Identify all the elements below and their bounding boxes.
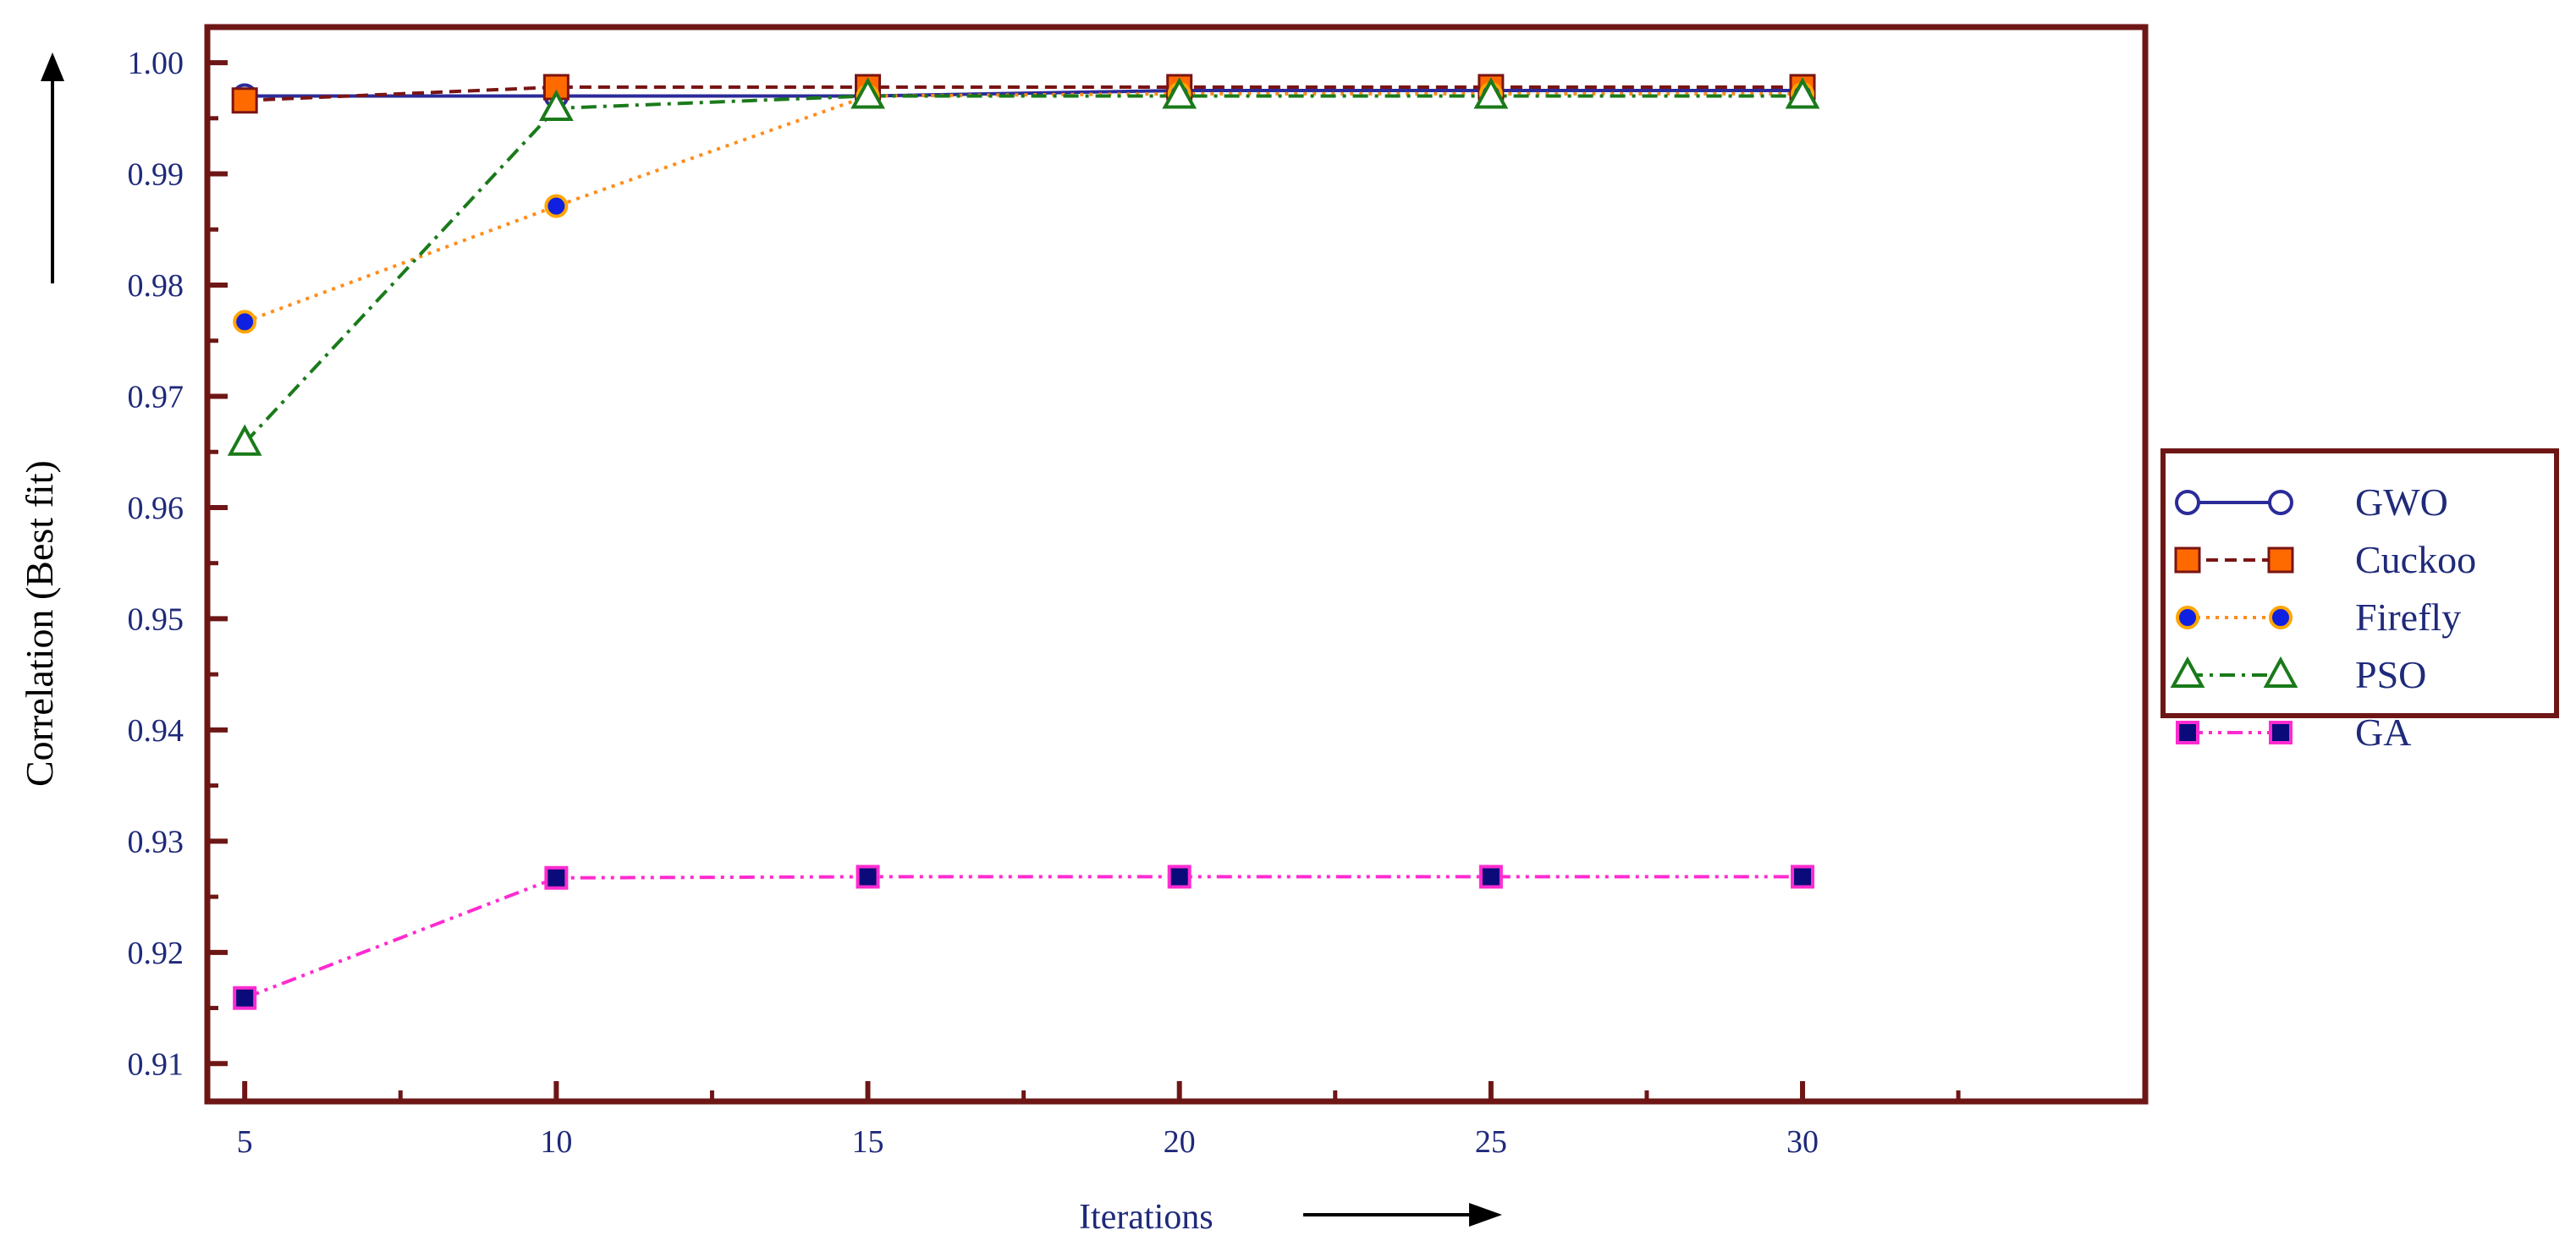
ga-line xyxy=(244,875,1803,1000)
pso-line xyxy=(243,94,1803,445)
y-tick-label: 0.97 xyxy=(128,379,184,415)
firefly-point xyxy=(233,310,257,334)
x-tick-label: 25 xyxy=(1475,1124,1507,1160)
ga-point xyxy=(233,986,257,1010)
pso-point xyxy=(1162,77,1197,109)
y-tick-label: 0.95 xyxy=(128,601,184,637)
gwo-line xyxy=(245,88,1803,98)
x-axis: 5 10 15 20 25 30 xyxy=(237,1081,1961,1160)
legend-ga-marker xyxy=(2176,721,2199,744)
legend-ga-marker xyxy=(2269,721,2293,744)
ga-point xyxy=(1791,865,1815,889)
x-tick-label: 15 xyxy=(852,1124,884,1160)
y-tick-label: 0.99 xyxy=(128,157,184,193)
legend-gwo-label: GWO xyxy=(2355,480,2448,524)
legend-ga-label: GA xyxy=(2355,711,2411,754)
legend-box xyxy=(2160,448,2559,718)
pso-point xyxy=(1473,77,1509,109)
plot-frame xyxy=(204,24,2149,1105)
y-tick-label: 0.94 xyxy=(128,713,184,749)
legend-gwo-marker xyxy=(2268,490,2293,515)
cuckoo-point xyxy=(231,87,258,114)
y-tick-label: 0.93 xyxy=(128,824,184,859)
y-axis-arrow xyxy=(41,52,64,283)
y-tick-label: 0.91 xyxy=(128,1046,184,1082)
series-group xyxy=(227,74,1820,1010)
legend-cuckoo-label: Cuckoo xyxy=(2355,538,2476,581)
firefly-line xyxy=(244,91,1803,324)
y-axis-title: Correlation (Best fit) xyxy=(18,460,61,787)
legend-cuckoo-marker xyxy=(2267,546,2294,574)
x-tick-label: 5 xyxy=(237,1124,253,1160)
legend-firefly-marker xyxy=(2176,606,2199,629)
legend-pso-marker xyxy=(2263,656,2298,688)
pso-point xyxy=(850,77,885,109)
legend-pso-marker xyxy=(2170,656,2205,688)
firefly-point xyxy=(544,194,569,218)
x-tick-label: 10 xyxy=(540,1124,572,1160)
y-axis: 0.91 0.92 0.93 0.94 0.95 0.96 0.97 0.98 0.99 1.00 xyxy=(128,46,228,1082)
pso-point xyxy=(1785,77,1820,109)
y-tick-label: 0.98 xyxy=(128,268,184,304)
y-tick-label: 0.92 xyxy=(128,936,184,971)
ga-point xyxy=(544,865,569,890)
y-tick-label: 0.96 xyxy=(128,491,184,526)
ga-point xyxy=(1167,865,1192,889)
x-axis-label: Iterations xyxy=(1079,1198,1214,1237)
legend-cuckoo-marker xyxy=(2174,546,2201,574)
legend-firefly-label: Firefly xyxy=(2355,596,2461,639)
legend-gwo-marker xyxy=(2175,490,2200,515)
x-tick-label: 30 xyxy=(1786,1124,1819,1160)
legend-pso-label: PSO xyxy=(2355,653,2426,696)
legend-firefly-marker xyxy=(2269,606,2293,629)
legend: GWO Cuckoo Firefly PSO GA xyxy=(2170,480,2476,754)
y-tick-label: 1.00 xyxy=(128,46,184,81)
ga-point xyxy=(1478,865,1503,889)
ga-point xyxy=(856,865,880,889)
x-tick-label: 20 xyxy=(1164,1124,1196,1160)
pso-point xyxy=(227,424,262,456)
pso-point xyxy=(538,89,574,121)
x-axis-arrow xyxy=(1303,1203,1502,1227)
y-axis-label: Correlation (Best fit) xyxy=(18,460,61,787)
